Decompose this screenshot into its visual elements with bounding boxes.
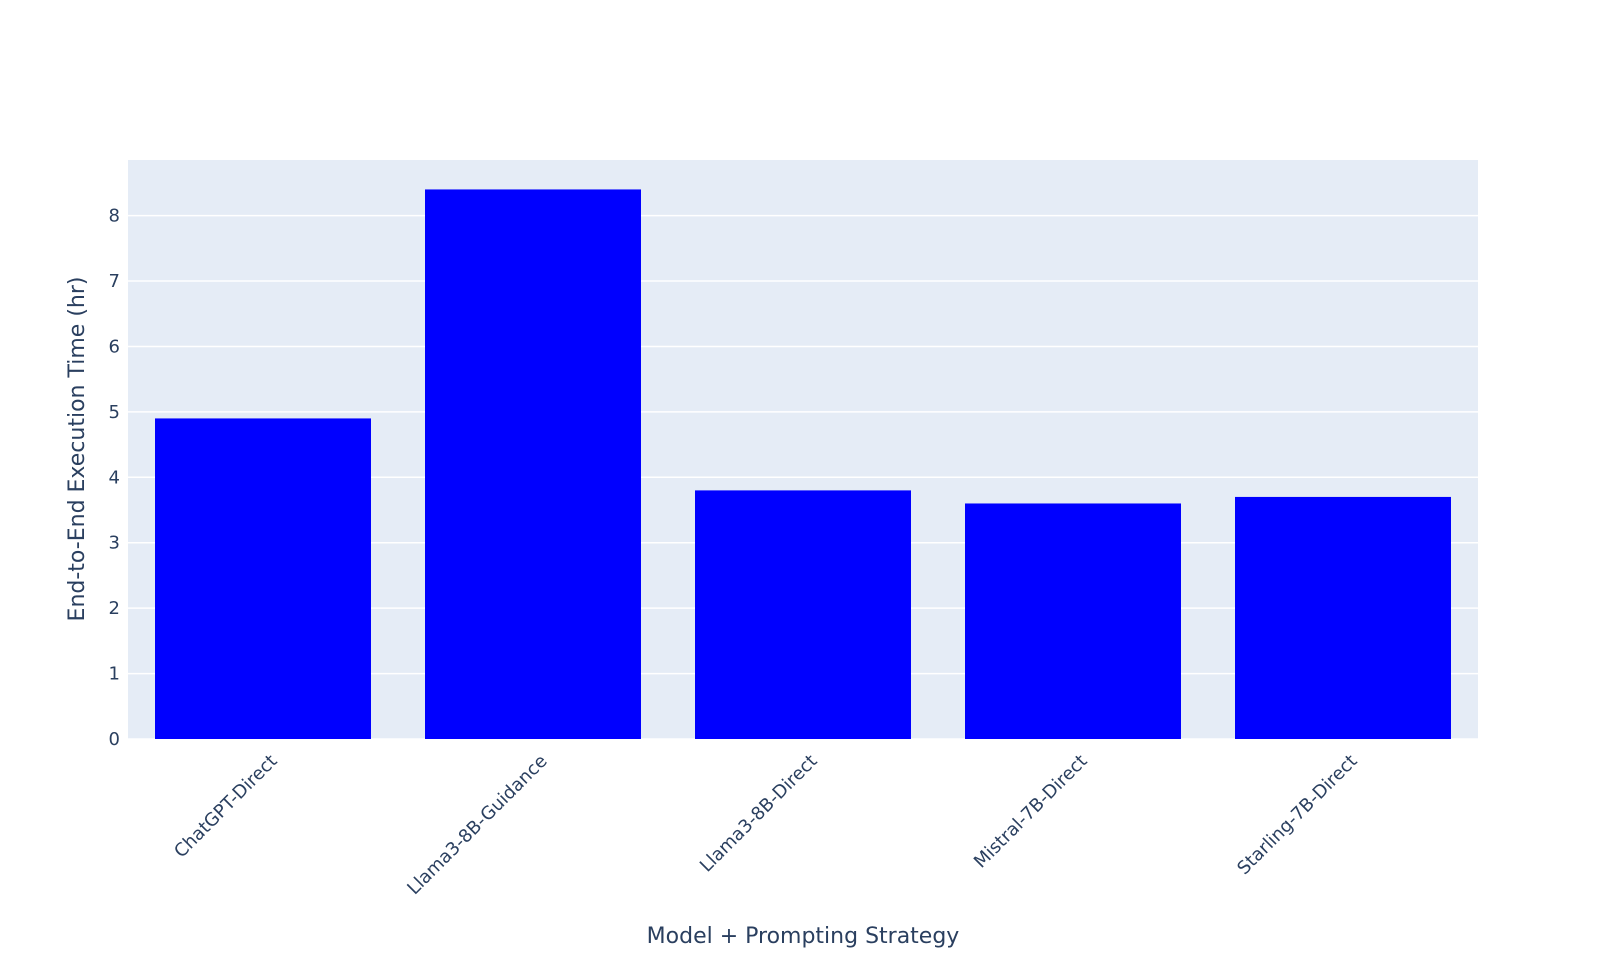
- bar-mistral-7b-direct: [965, 503, 1181, 739]
- y-tick-label: 4: [109, 467, 120, 488]
- y-tick-label: 5: [109, 402, 120, 423]
- x-tick-label: Mistral-7B-Direct: [970, 751, 1092, 873]
- y-tick-label: 1: [109, 664, 120, 685]
- bars: [155, 189, 1451, 739]
- x-tick-label: Llama3-8B-Direct: [696, 751, 822, 877]
- bar-llama3-8b-direct: [695, 490, 911, 739]
- x-tick-label: ChatGPT-Direct: [170, 751, 281, 862]
- bar-llama3-8b-guidance: [425, 189, 641, 739]
- x-axis-title: Model + Prompting Strategy: [647, 924, 960, 949]
- bar-chatgpt-direct: [155, 418, 371, 739]
- x-axis-ticks: ChatGPT-Direct Llama3-8B-Guidance Llama3-8…: [170, 751, 1361, 899]
- y-tick-label: 8: [109, 206, 120, 227]
- y-tick-label: 7: [109, 271, 120, 292]
- y-tick-label: 6: [109, 336, 120, 357]
- bar-starling-7b-direct: [1235, 496, 1451, 739]
- y-axis-ticks: 0 1 2 3 4 5 6 7 8: [109, 206, 120, 750]
- y-tick-label: 2: [109, 598, 120, 619]
- y-axis-title: End-to-End Execution Time (hr): [65, 277, 90, 622]
- x-tick-label: Starling-7B-Direct: [1233, 751, 1361, 879]
- y-tick-label: 0: [109, 729, 120, 750]
- y-tick-label: 3: [109, 533, 120, 554]
- x-tick-label: Llama3-8B-Guidance: [403, 751, 551, 899]
